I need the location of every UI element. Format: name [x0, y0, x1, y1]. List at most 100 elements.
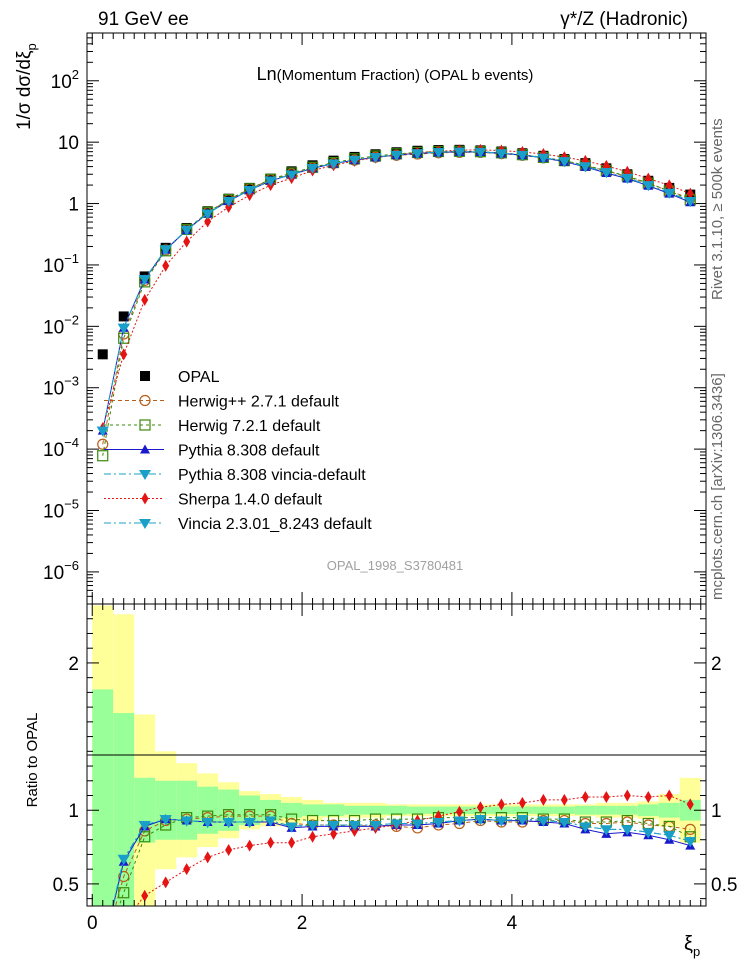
data-point — [579, 162, 592, 173]
ratio-line — [115, 815, 691, 906]
ratio-point — [201, 818, 214, 829]
ratio-xlabel: ξp — [684, 933, 700, 959]
legend-label: Herwig++ 2.7.1 default — [178, 394, 340, 411]
legend-item: Pythia 8.308 vincia-default — [104, 467, 366, 484]
data-point — [306, 163, 319, 174]
ratio-plot: 2 2 1 1 0.5 0.5 0 2 4 Ratio to OPAL ξp — [24, 603, 737, 959]
main-ylabel: 1/σ dσ/dξp — [14, 43, 39, 130]
ratio-point — [267, 836, 275, 849]
data-point — [665, 179, 673, 192]
data-point — [474, 147, 487, 158]
ratio-ytick-label-right: 2 — [711, 654, 722, 675]
data-point — [117, 323, 130, 334]
ratio-point — [455, 805, 463, 818]
ratio-point — [180, 816, 193, 827]
stat-uncertainty-bin — [616, 805, 638, 815]
ratio-point — [474, 815, 487, 826]
ratio-point — [139, 831, 151, 843]
data-point — [621, 173, 634, 184]
ratio-xtick-label: 0 — [87, 913, 98, 934]
ratio-point — [581, 790, 589, 803]
stat-uncertainty-bin — [406, 806, 428, 814]
stat-uncertainty-bin — [595, 805, 617, 815]
data-point — [141, 293, 149, 306]
main-ytick-label: 1 — [68, 195, 79, 216]
ratio-line — [118, 814, 691, 906]
stat-uncertainty-bin — [92, 689, 114, 906]
series-sherpa-1-4-0-default — [99, 143, 694, 435]
ratio-xtick-label: 4 — [507, 913, 518, 934]
main-ytick-label: 102 — [51, 67, 79, 93]
main-ytick-label: 10−4 — [43, 435, 79, 461]
legend-item: Pythia 8.308 default — [104, 443, 320, 460]
data-point — [686, 187, 694, 200]
data-point — [97, 450, 109, 462]
stat-uncertainty-bin — [365, 805, 387, 815]
stat-uncertainty-bin — [113, 713, 135, 906]
ratio-series — [112, 789, 697, 906]
ratio-point — [222, 818, 235, 829]
data-point — [162, 259, 170, 272]
ratio-ylabel: Ratio to OPAL — [24, 713, 41, 808]
ratio-point — [602, 790, 610, 803]
data-point — [97, 349, 108, 360]
stat-uncertainty-bin — [302, 804, 324, 817]
main-ytick-label: 10−2 — [43, 312, 79, 338]
ratio-point — [159, 815, 172, 826]
data-point — [663, 188, 676, 199]
rivet-info: Rivet 3.1.10, ≥ 500k events — [709, 118, 726, 300]
data-point — [558, 157, 571, 168]
legend-label: Pythia 8.308 vincia-default — [178, 467, 366, 484]
data-point — [537, 153, 550, 164]
ratio-point — [348, 820, 361, 831]
ratio-point — [623, 789, 631, 802]
data-point — [369, 153, 382, 164]
ratio-point — [309, 830, 317, 843]
ratio-point — [495, 816, 508, 827]
ratio-point — [518, 796, 526, 809]
mcplots-info: mcplots.cern.ch [arXiv:1306.3436] — [709, 373, 726, 600]
ratio-point — [117, 854, 130, 865]
legend-item: Vincia 2.3.01_8.243 default — [104, 516, 372, 533]
data-point — [432, 148, 445, 159]
data-point — [285, 170, 298, 181]
stat-uncertainty-bin — [532, 806, 554, 814]
main-plot: 102 10 1 10−1 10−2 10−3 10−4 10−5 10−6 Ln(Moment… — [14, 32, 707, 605]
legend-label: Sherpa 1.4.0 default — [178, 492, 323, 509]
ratio-point — [246, 839, 254, 852]
ratio-point — [288, 836, 296, 849]
ratio-point — [327, 820, 340, 831]
ratio-point — [665, 789, 673, 802]
legend-marker — [139, 419, 151, 431]
data-point — [97, 438, 109, 450]
ratio-point — [663, 831, 676, 842]
header-process: γ*/Z (Hadronic) — [560, 9, 688, 30]
ratio-point — [558, 818, 571, 829]
ratio-point — [539, 793, 547, 806]
series-line — [102, 150, 691, 456]
ratio-point — [476, 801, 484, 814]
ratio-point — [560, 793, 568, 806]
ratio-point — [264, 816, 277, 827]
ratio-point — [118, 887, 130, 899]
data-point — [600, 168, 613, 179]
ratio-axis-ticks — [87, 603, 706, 906]
stat-uncertainty-bin — [637, 804, 659, 817]
main-ytick-label: 10−5 — [43, 497, 79, 523]
ratio-point — [204, 851, 212, 864]
data-point — [642, 181, 655, 192]
series-vincia-2-3-01-8-243-default — [96, 147, 697, 437]
ratio-point — [162, 876, 170, 889]
analysis-watermark: OPAL_1998_S3780481 — [327, 558, 463, 573]
stat-uncertainty-bin — [344, 805, 366, 815]
data-point — [118, 311, 129, 322]
stat-uncertainty-bin — [553, 806, 575, 814]
data-point — [684, 197, 697, 208]
stat-uncertainty-bin — [574, 805, 596, 815]
series-pythia-8-308-default — [97, 146, 696, 435]
ratio-point — [516, 815, 529, 826]
data-point — [327, 159, 340, 170]
stat-uncertainty-bin — [386, 805, 407, 815]
stat-uncertainty-bin — [134, 777, 156, 843]
